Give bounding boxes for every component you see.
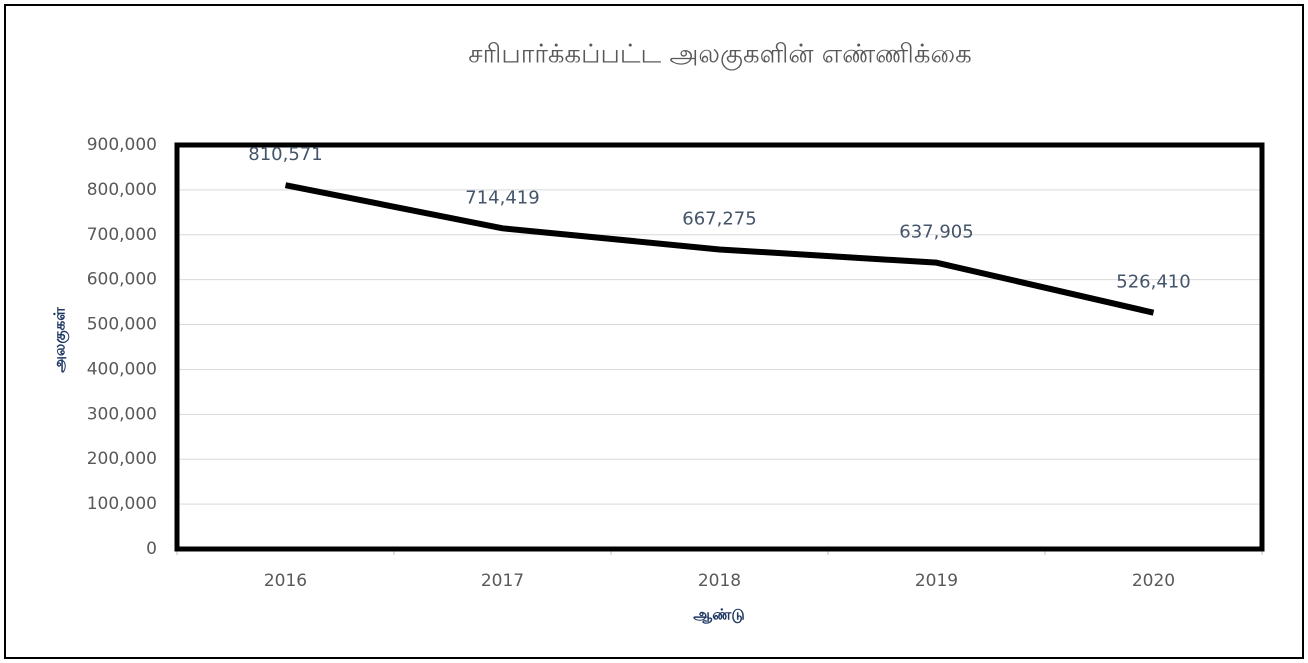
chart-title: சரிபார்க்கப்பட்ட அலகுகளின் எண்ணிக்கை [468,40,971,71]
y-tick-label: 200,000 [87,449,157,469]
y-tick-label: 800,000 [87,180,157,200]
x-tick-label: 2016 [264,571,307,591]
data-label: 526,410 [1116,272,1190,293]
data-line [284,182,1155,316]
y-tick-label: 900,000 [87,135,157,155]
y-tick-label: 300,000 [87,404,157,424]
y-tick-label: 400,000 [87,359,157,379]
x-tick-label: 2020 [1132,571,1175,591]
plot-border [174,142,1265,552]
y-tick-label: 0 [146,539,157,559]
y-tick-label: 600,000 [87,270,157,290]
y-tick-label: 500,000 [87,315,157,335]
x-axis-label: ஆண்டு [693,606,744,624]
data-label: 810,571 [248,144,322,165]
chart-frame [4,4,1304,659]
y-tick-label: 700,000 [87,225,157,245]
y-axis-label: அலகுகள் [51,307,70,373]
x-tick-label: 2018 [698,571,741,591]
y-tick-label: 100,000 [87,494,157,514]
data-label: 667,275 [682,208,756,229]
x-tick-label: 2017 [481,571,524,591]
data-label: 637,905 [899,222,973,243]
data-label: 714,419 [465,187,539,208]
x-tick-label: 2019 [915,571,958,591]
